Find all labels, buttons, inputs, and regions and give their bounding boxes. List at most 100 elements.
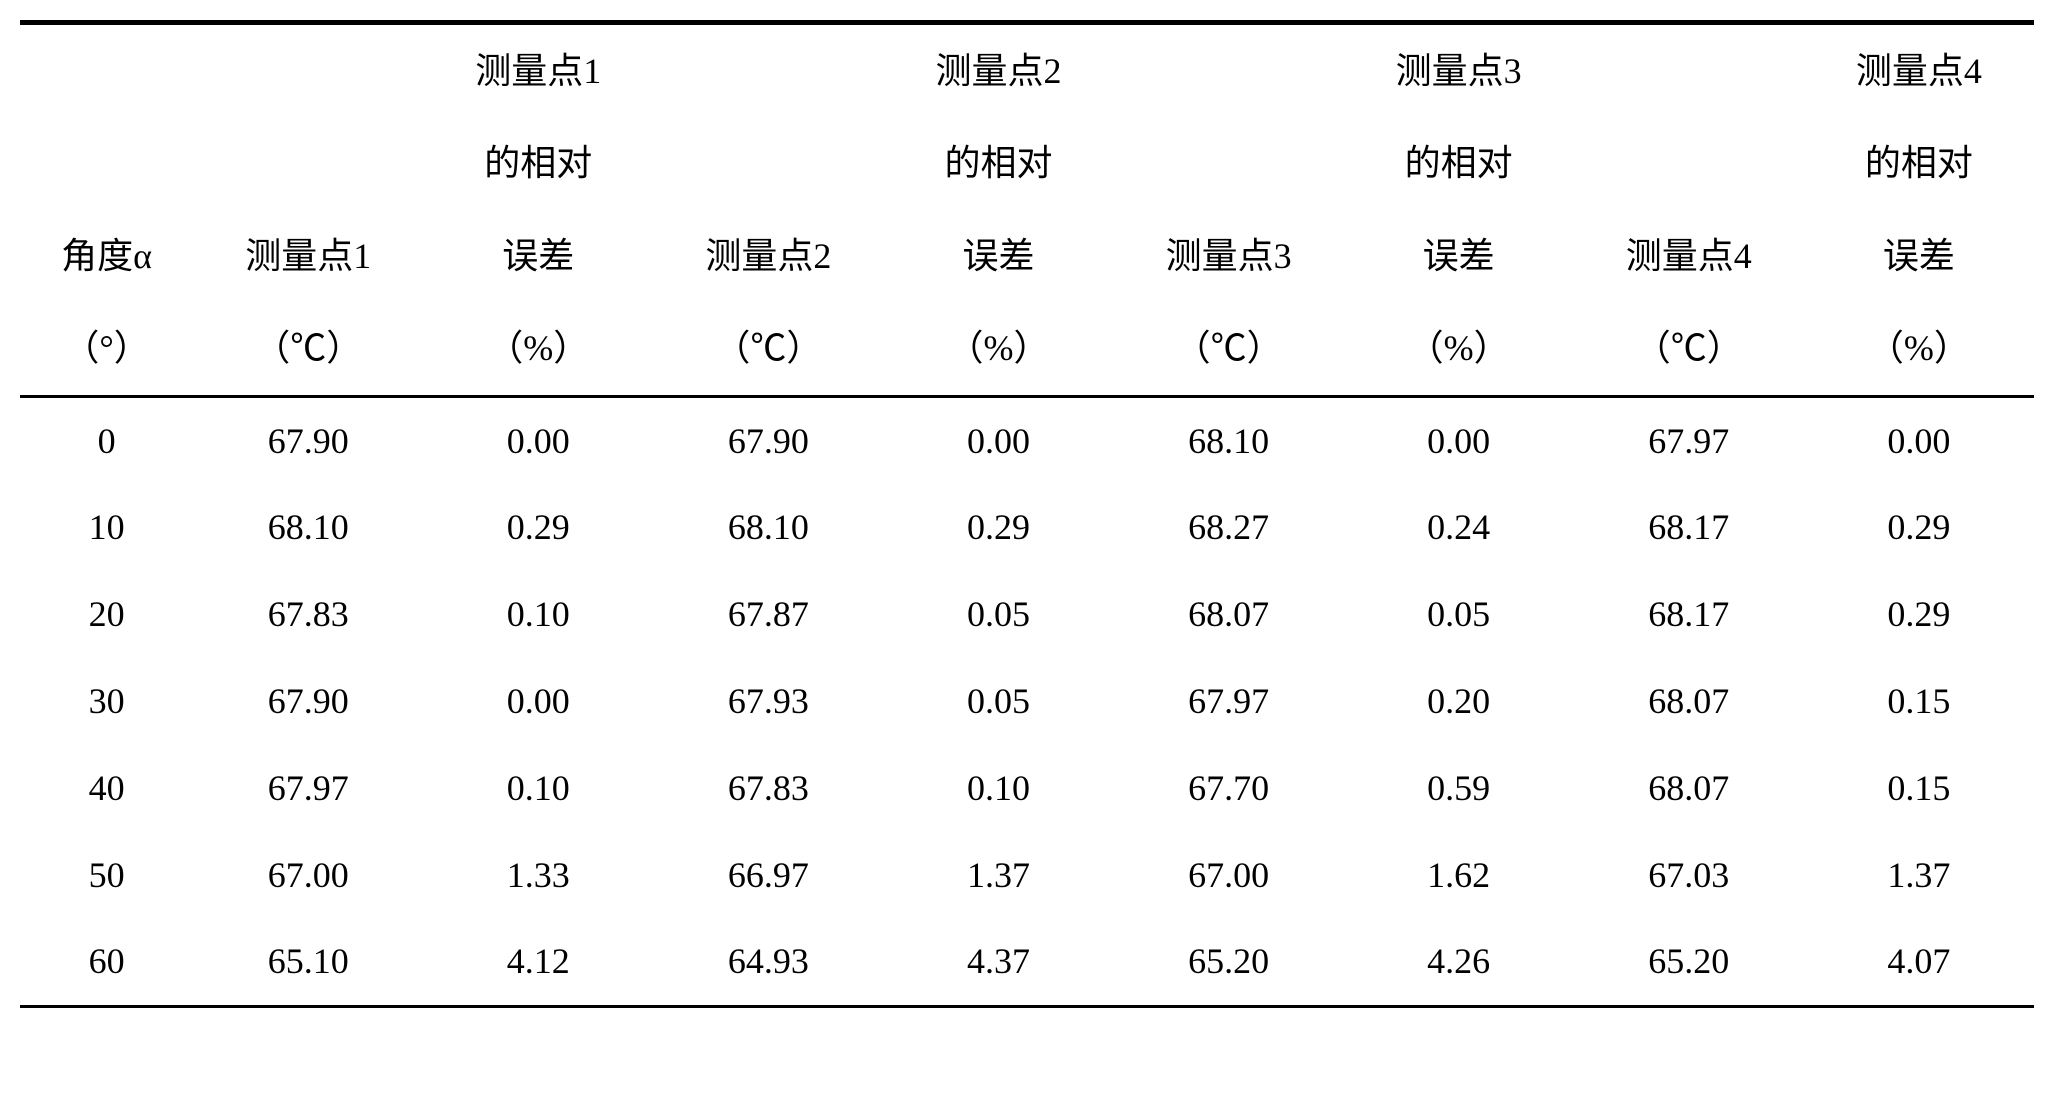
header-cell: 的相对 bbox=[423, 117, 653, 209]
header-cell: （%） bbox=[1344, 302, 1574, 396]
cell: 67.00 bbox=[1114, 832, 1344, 919]
header-text: 测量点4 bbox=[1626, 236, 1752, 276]
header-cell bbox=[653, 23, 883, 118]
cell: 65.10 bbox=[193, 918, 423, 1006]
header-text: 测量点3 bbox=[1396, 51, 1522, 91]
cell: 0.59 bbox=[1344, 745, 1574, 832]
cell: 0.15 bbox=[1804, 745, 2034, 832]
table-row: 10 68.10 0.29 68.10 0.29 68.27 0.24 68.1… bbox=[20, 484, 2034, 571]
cell: 50 bbox=[20, 832, 193, 919]
header-cell: （℃） bbox=[1114, 302, 1344, 396]
header-cell bbox=[193, 23, 423, 118]
cell: 0 bbox=[20, 396, 193, 484]
table-header: 测量点1 测量点2 测量点3 测量点4 的相对 的相对 的相对 的相对 bbox=[20, 23, 2034, 397]
cell: 65.20 bbox=[1574, 918, 1804, 1006]
table-row: 60 65.10 4.12 64.93 4.37 65.20 4.26 65.2… bbox=[20, 918, 2034, 1006]
header-text: （℃） bbox=[1635, 328, 1743, 368]
header-cell: （%） bbox=[883, 302, 1113, 396]
header-text: （℃） bbox=[254, 328, 362, 368]
cell: 67.97 bbox=[1114, 658, 1344, 745]
header-text: 测量点3 bbox=[1166, 236, 1292, 276]
header-cell bbox=[653, 117, 883, 209]
cell: 66.97 bbox=[653, 832, 883, 919]
cell: 4.26 bbox=[1344, 918, 1574, 1006]
header-cell: 测量点3 bbox=[1344, 23, 1574, 118]
header-cell: 测量点2 bbox=[653, 210, 883, 302]
cell: 0.15 bbox=[1804, 658, 2034, 745]
cell: 1.62 bbox=[1344, 832, 1574, 919]
header-cell: 测量点4 bbox=[1574, 210, 1804, 302]
cell: 67.97 bbox=[193, 745, 423, 832]
cell: 68.27 bbox=[1114, 484, 1344, 571]
header-cell: （%） bbox=[423, 302, 653, 396]
cell: 67.00 bbox=[193, 832, 423, 919]
header-text: （℃） bbox=[1175, 328, 1283, 368]
header-cell: 测量点3 bbox=[1114, 210, 1344, 302]
data-table: 测量点1 测量点2 测量点3 测量点4 的相对 的相对 的相对 的相对 bbox=[20, 20, 2034, 1008]
cell: 1.37 bbox=[883, 832, 1113, 919]
cell: 67.83 bbox=[193, 571, 423, 658]
header-text: 的相对 bbox=[1405, 143, 1513, 183]
cell: 0.05 bbox=[883, 658, 1113, 745]
header-text: 的相对 bbox=[484, 143, 592, 183]
cell: 0.05 bbox=[883, 571, 1113, 658]
header-row-3: 角度α 测量点1 误差 测量点2 误差 测量点3 误差 测量点4 误差 bbox=[20, 210, 2034, 302]
header-cell: 的相对 bbox=[1344, 117, 1574, 209]
header-text: （℃） bbox=[714, 328, 822, 368]
cell: 4.07 bbox=[1804, 918, 2034, 1006]
header-text: 测量点1 bbox=[475, 51, 601, 91]
cell: 0.29 bbox=[1804, 484, 2034, 571]
cell: 1.37 bbox=[1804, 832, 2034, 919]
header-row-2: 的相对 的相对 的相对 的相对 bbox=[20, 117, 2034, 209]
cell: 10 bbox=[20, 484, 193, 571]
cell: 0.20 bbox=[1344, 658, 1574, 745]
cell: 68.10 bbox=[193, 484, 423, 571]
header-cell: 测量点1 bbox=[193, 210, 423, 302]
table-row: 0 67.90 0.00 67.90 0.00 68.10 0.00 67.97… bbox=[20, 396, 2034, 484]
cell: 67.70 bbox=[1114, 745, 1344, 832]
header-text: 的相对 bbox=[1865, 143, 1973, 183]
cell: 0.10 bbox=[423, 571, 653, 658]
header-text: 误差 bbox=[502, 236, 574, 276]
cell: 4.12 bbox=[423, 918, 653, 1006]
header-cell bbox=[20, 117, 193, 209]
header-cell: （℃） bbox=[653, 302, 883, 396]
header-cell: 误差 bbox=[423, 210, 653, 302]
cell: 0.24 bbox=[1344, 484, 1574, 571]
cell: 0.00 bbox=[883, 396, 1113, 484]
header-cell: （%） bbox=[1804, 302, 2034, 396]
cell: 0.00 bbox=[423, 658, 653, 745]
cell: 67.90 bbox=[653, 396, 883, 484]
cell: 67.83 bbox=[653, 745, 883, 832]
header-text: 测量点2 bbox=[705, 236, 831, 276]
header-text: 的相对 bbox=[944, 143, 1052, 183]
header-text: （%） bbox=[947, 328, 1049, 368]
table-body: 0 67.90 0.00 67.90 0.00 68.10 0.00 67.97… bbox=[20, 396, 2034, 1007]
cell: 68.10 bbox=[1114, 396, 1344, 484]
header-cell bbox=[1574, 117, 1804, 209]
cell: 60 bbox=[20, 918, 193, 1006]
table-row: 20 67.83 0.10 67.87 0.05 68.07 0.05 68.1… bbox=[20, 571, 2034, 658]
cell: 67.03 bbox=[1574, 832, 1804, 919]
cell: 0.10 bbox=[423, 745, 653, 832]
header-cell: 误差 bbox=[883, 210, 1113, 302]
cell: 68.07 bbox=[1574, 658, 1804, 745]
cell: 20 bbox=[20, 571, 193, 658]
cell: 0.05 bbox=[1344, 571, 1574, 658]
header-text: 角度α bbox=[61, 236, 152, 276]
header-row-4: （°） （℃） （%） （℃） （%） （℃） （%） （℃） （%） bbox=[20, 302, 2034, 396]
header-cell: 测量点1 bbox=[423, 23, 653, 118]
cell: 68.07 bbox=[1574, 745, 1804, 832]
header-cell bbox=[1574, 23, 1804, 118]
cell: 67.97 bbox=[1574, 396, 1804, 484]
cell: 40 bbox=[20, 745, 193, 832]
header-cell: 测量点4 bbox=[1804, 23, 2034, 118]
header-text: （%） bbox=[1408, 328, 1510, 368]
cell: 64.93 bbox=[653, 918, 883, 1006]
header-text: （%） bbox=[1868, 328, 1970, 368]
table-row: 50 67.00 1.33 66.97 1.37 67.00 1.62 67.0… bbox=[20, 832, 2034, 919]
header-text: 误差 bbox=[1423, 236, 1495, 276]
header-cell bbox=[1114, 23, 1344, 118]
header-text: （%） bbox=[487, 328, 589, 368]
cell: 30 bbox=[20, 658, 193, 745]
